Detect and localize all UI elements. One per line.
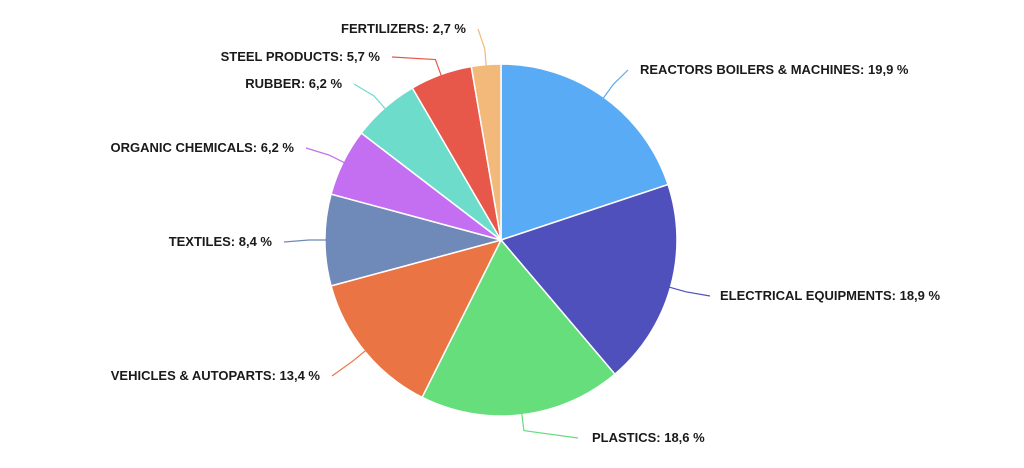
leader-line (521, 412, 579, 439)
leader-line (283, 239, 327, 243)
slice-label: REACTORS BOILERS & MACHINES: 19,9 % (640, 62, 909, 77)
leader-line (477, 28, 487, 67)
slice-label: ELECTRICAL EQUIPMENTS: 18,9 % (720, 288, 941, 303)
leader-line (331, 349, 367, 377)
leader-line (353, 83, 387, 110)
slice-label: TEXTILES: 8,4 % (169, 234, 273, 249)
slice-label: FERTILIZERS: 2,7 % (341, 21, 466, 36)
slice-label: ORGANIC CHEMICALS: 6,2 % (111, 140, 295, 155)
slice-label: RUBBER: 6,2 % (245, 76, 342, 91)
leader-line (668, 286, 711, 297)
leader-line (602, 69, 629, 100)
leader-line (305, 147, 346, 164)
slice-label: PLASTICS: 18,6 % (592, 430, 705, 445)
slice-label: STEEL PRODUCTS: 5,7 % (221, 49, 381, 64)
slice-label: VEHICLES & AUTOPARTS: 13,4 % (111, 368, 321, 383)
leader-line (391, 56, 443, 77)
